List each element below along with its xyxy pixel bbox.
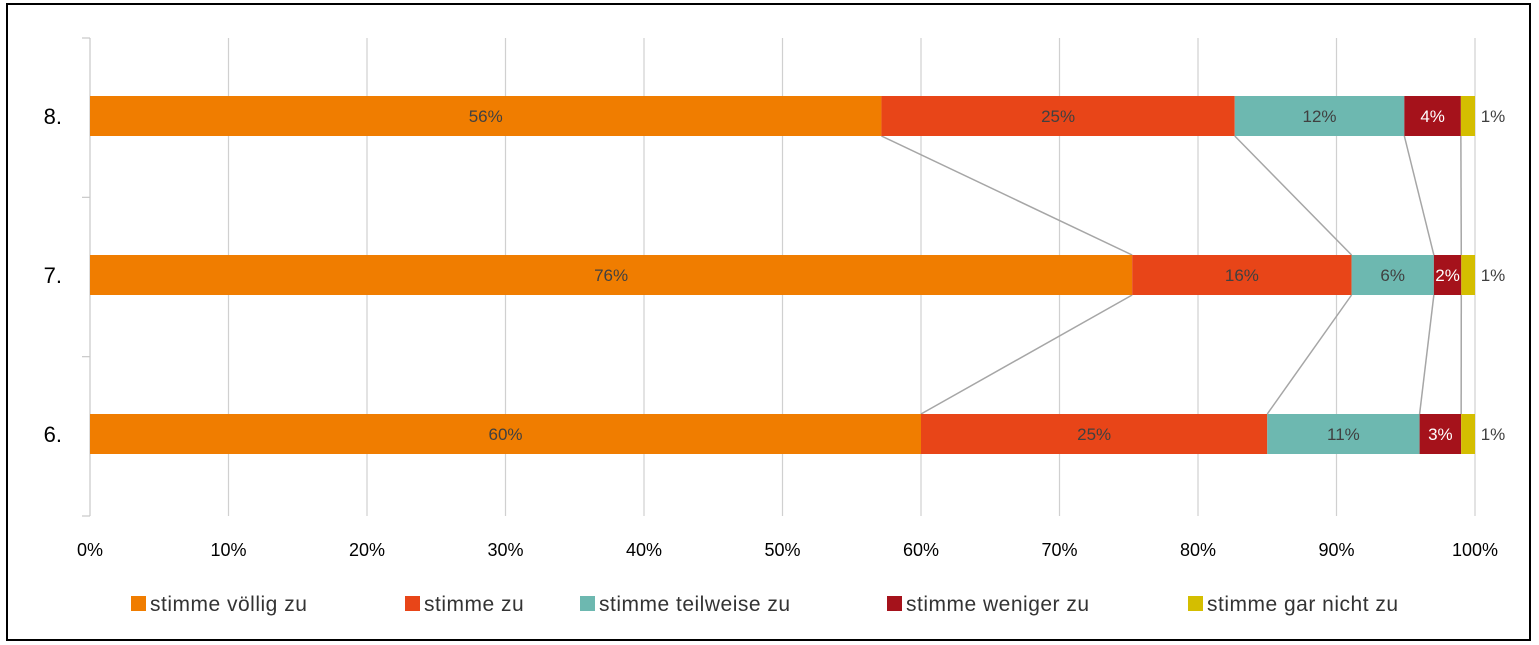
x-tick-label: 50% [764, 540, 800, 560]
category-labels: 8. 7. 6. [44, 104, 62, 447]
legend-entry: stimme gar nicht zu [1207, 593, 1399, 616]
bar-segment [1460, 96, 1475, 136]
bar-segment [1404, 96, 1461, 136]
bar-segment [1461, 414, 1475, 454]
legend-swatch [131, 596, 146, 611]
bar-segment [1419, 414, 1462, 454]
data-label: 25% [1077, 425, 1111, 444]
y-axis [82, 37, 91, 517]
legend-entry: stimme teilweise zu [599, 593, 791, 616]
data-label: 16% [1225, 266, 1259, 285]
data-label: 1% [1481, 107, 1506, 126]
bar-segment [1461, 255, 1475, 295]
bars [90, 96, 1475, 454]
bar-segment [1132, 255, 1352, 295]
legend-entry: stimme weniger zu [906, 593, 1090, 616]
x-tick-label: 0% [77, 540, 103, 560]
data-label: 12% [1303, 107, 1337, 126]
data-label: 2% [1435, 266, 1460, 285]
data-label: 1% [1481, 425, 1506, 444]
x-tick-label: 20% [349, 540, 385, 560]
x-tick-label: 90% [1318, 540, 1354, 560]
category-label: 7. [44, 263, 62, 288]
bar-segment [90, 414, 921, 454]
bar-segment [1433, 255, 1462, 295]
data-label: 76% [594, 266, 628, 285]
bar-segment [1267, 414, 1420, 454]
data-labels: 56% 25% 12% 4% 1% 76% 16% 6% 2% 1% 60% 25% 11% 3% 1% [469, 107, 1506, 444]
x-axis-tick-labels: 0% 10% 20% 30% 40% 50% 60% 70% 80% 90% 100% [77, 540, 1498, 560]
x-tick-label: 100% [1452, 540, 1498, 560]
data-label: 6% [1380, 266, 1405, 285]
legend-swatch [405, 596, 420, 611]
data-label: 56% [469, 107, 503, 126]
legend-swatch [887, 596, 902, 611]
data-label: 4% [1420, 107, 1445, 126]
bar-segment [1351, 255, 1434, 295]
data-label: 25% [1041, 107, 1075, 126]
x-tick-label: 10% [210, 540, 246, 560]
legend-swatch [1188, 596, 1203, 611]
x-tick-label: 30% [487, 540, 523, 560]
legend: stimme völlig zu stimme zu stimme teilweis… [131, 593, 1399, 616]
x-tick-label: 80% [1180, 540, 1216, 560]
bar-segment [1234, 96, 1405, 136]
data-label: 1% [1481, 266, 1506, 285]
category-label: 8. [44, 104, 62, 129]
bar-segment [90, 96, 882, 136]
series-connector-line [1418, 294, 1435, 415]
series-connector-line [1234, 135, 1353, 256]
bar-segment [921, 414, 1268, 454]
x-tick-label: 60% [903, 540, 939, 560]
series-connector-line [1403, 135, 1435, 256]
bar-segment [881, 96, 1235, 136]
data-label: 3% [1428, 425, 1453, 444]
bar-segment [90, 255, 1133, 295]
x-tick-label: 70% [1041, 540, 1077, 560]
data-label: 60% [488, 425, 522, 444]
legend-swatch [580, 596, 595, 611]
legend-entry: stimme zu [424, 593, 524, 616]
legend-entry: stimme völlig zu [150, 593, 307, 616]
series-connector-line [920, 294, 1133, 415]
series-connector-lines [881, 135, 1463, 415]
series-connector-line [881, 135, 1133, 256]
x-tick-label: 40% [626, 540, 662, 560]
series-connector-line [1266, 294, 1353, 415]
category-label: 6. [44, 422, 62, 447]
data-label: 11% [1327, 425, 1360, 444]
